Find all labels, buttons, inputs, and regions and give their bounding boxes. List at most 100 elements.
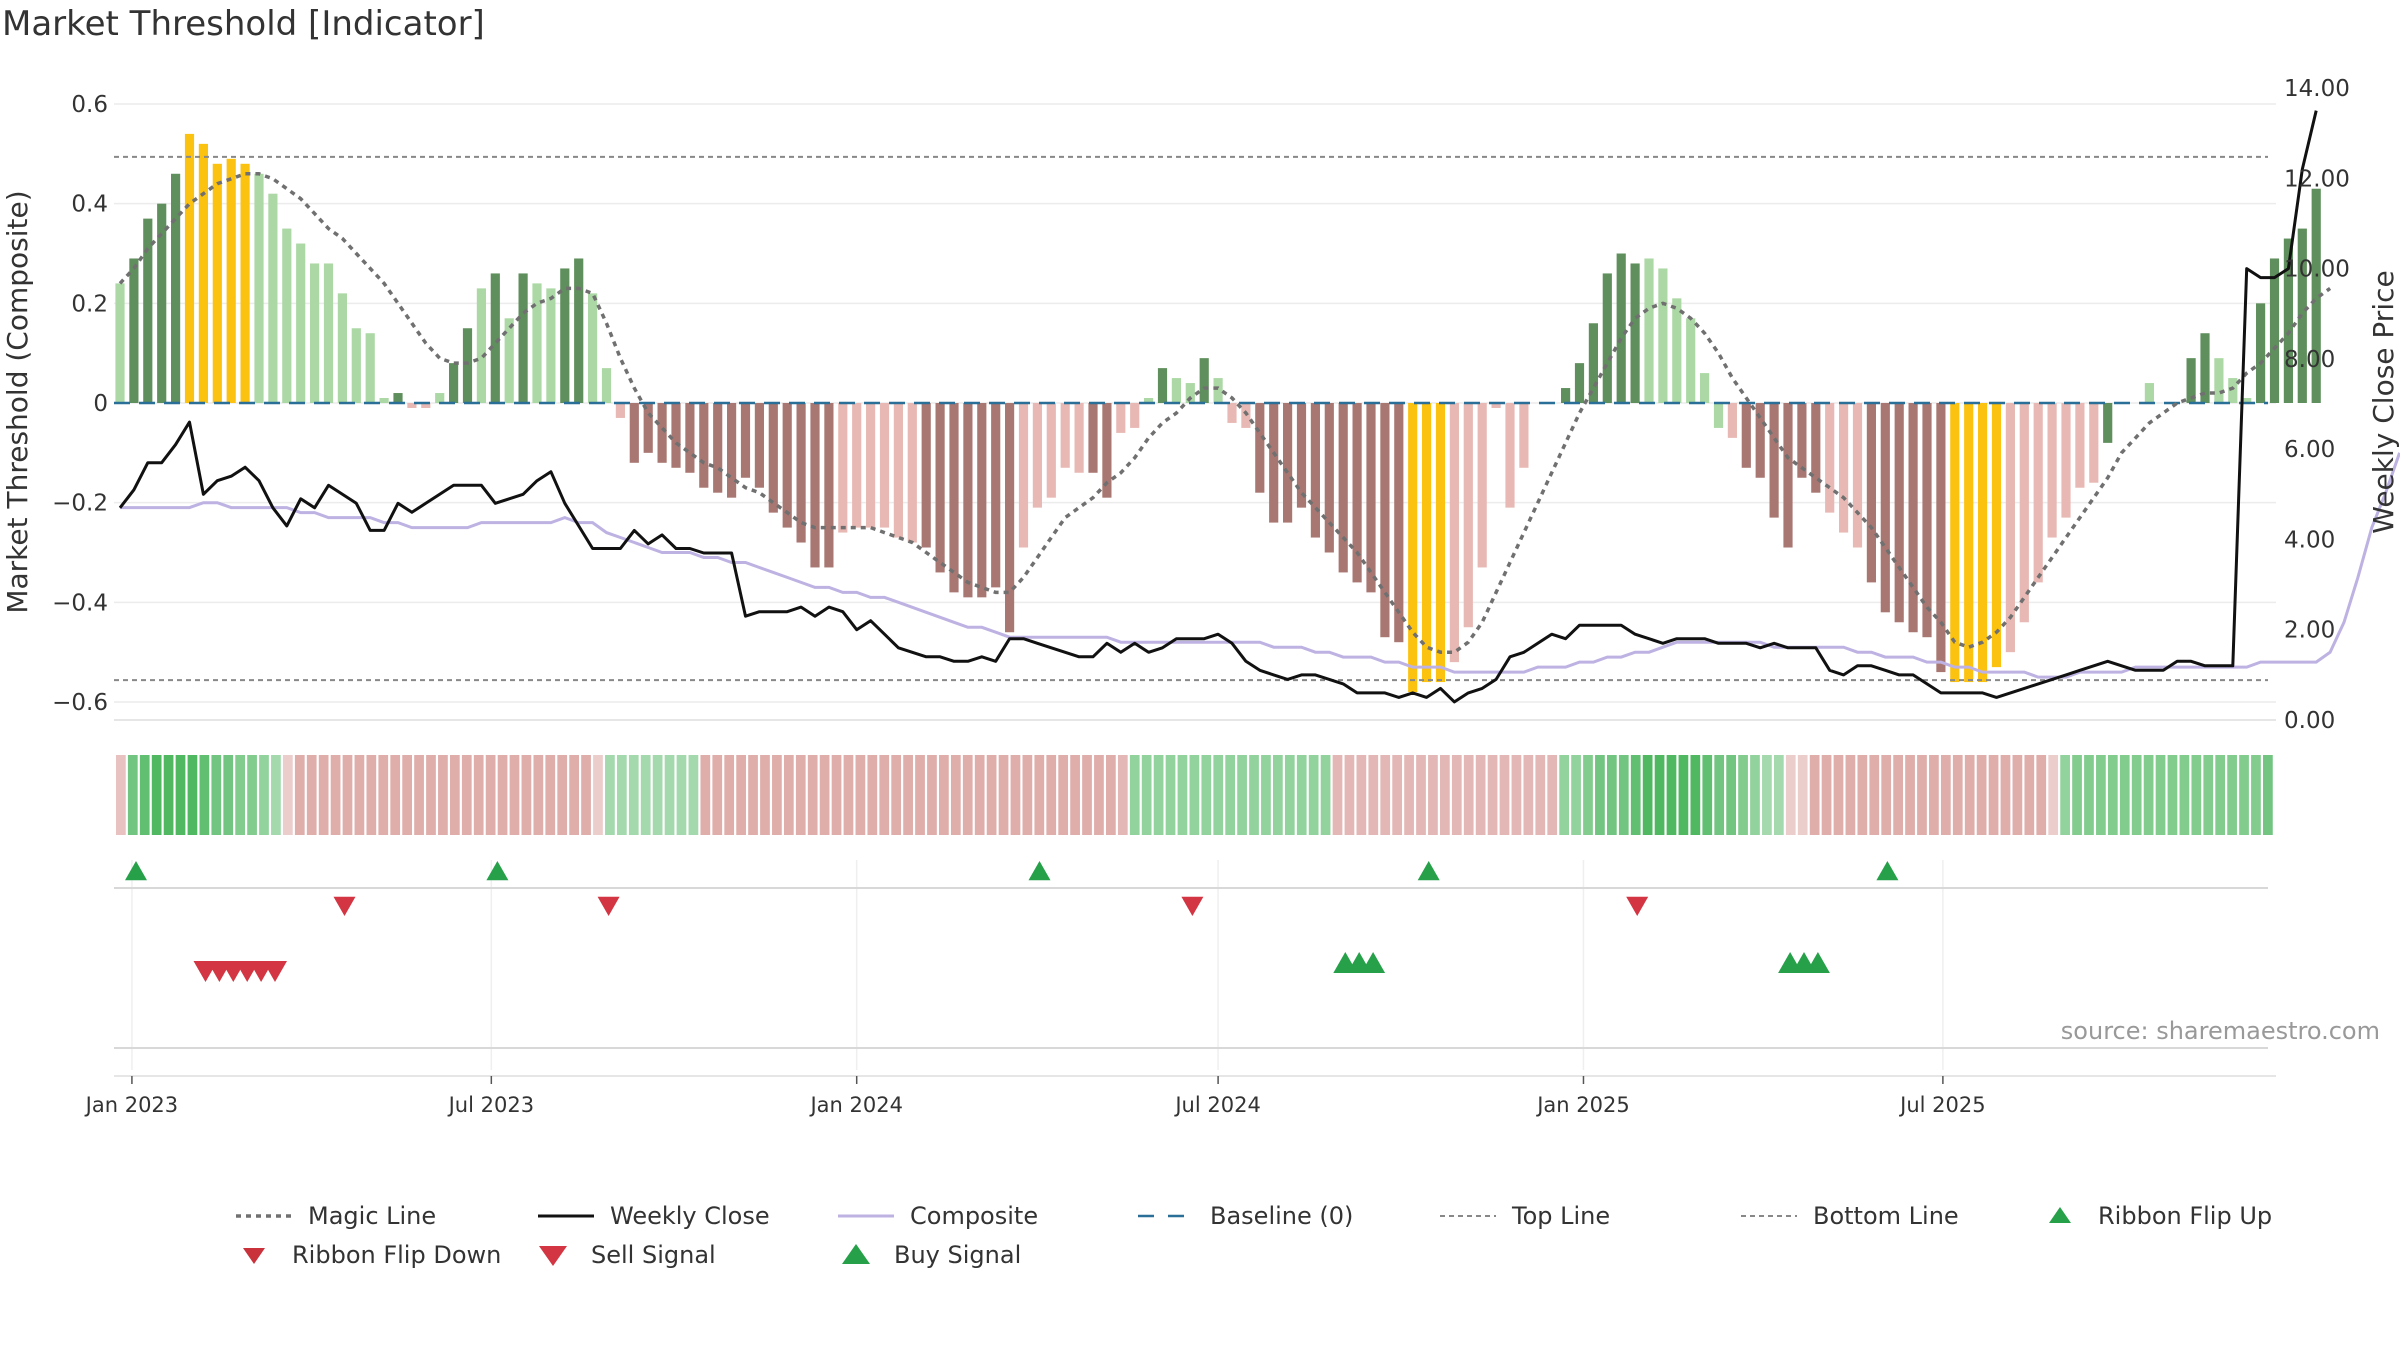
- composite-bar: [601, 368, 612, 403]
- ribbon-cell: [1237, 755, 1247, 835]
- ribbon-cell: [1917, 755, 1927, 835]
- ribbon-cell: [199, 755, 210, 835]
- ribbon-cell: [1153, 755, 1164, 835]
- ribbon-cell: [1881, 755, 1892, 835]
- ribbon-cell: [271, 755, 281, 835]
- composite-bar: [1894, 403, 1904, 623]
- composite-bar: [2242, 398, 2252, 403]
- composite-bar: [1491, 403, 1501, 408]
- ribbon-cell: [211, 755, 222, 835]
- composite-bar: [2047, 403, 2057, 538]
- composite-bar: [1950, 403, 1960, 683]
- ribbon-cell: [736, 755, 746, 835]
- ribbon-cell: [760, 755, 770, 835]
- ribbon-cell: [175, 755, 186, 835]
- x-tick-label: Jul 2024: [1173, 1093, 1260, 1117]
- ribbon-cell: [318, 755, 329, 835]
- composite-bar: [1922, 403, 1932, 638]
- ribbon-cell: [1451, 755, 1462, 835]
- ribbon-cell: [1845, 755, 1856, 835]
- composite-bar: [2269, 258, 2280, 403]
- x-tick-label: Jul 2025: [1898, 1093, 1985, 1117]
- composite-bar: [1324, 403, 1334, 553]
- composite-bar: [629, 403, 639, 463]
- ribbon-flip-up-marker: [486, 861, 509, 881]
- composite-bar: [560, 268, 570, 403]
- composite-bar: [310, 263, 320, 403]
- composite-bar: [198, 143, 208, 403]
- composite-bar: [1227, 403, 1237, 423]
- composite-bar: [615, 403, 625, 418]
- ribbon-cell: [1380, 755, 1391, 835]
- ribbon-cell: [2191, 755, 2202, 835]
- composite-bar: [1588, 323, 1598, 403]
- ribbon-cell: [1332, 755, 1343, 835]
- ribbon-cell: [1296, 755, 1307, 835]
- ribbon-cell: [688, 755, 699, 835]
- ribbon-cell: [557, 755, 568, 835]
- ribbon-cell: [1344, 755, 1355, 835]
- legend-label: Composite: [910, 1202, 1038, 1230]
- x-tick-label: Jan 2024: [808, 1093, 903, 1117]
- composite-bar: [2019, 403, 2029, 623]
- composite-bar: [1171, 378, 1181, 403]
- ribbon-cell: [282, 755, 293, 835]
- ribbon-cell: [1690, 755, 1701, 835]
- ribbon-cell: [2227, 755, 2237, 835]
- ribbon-cell: [1439, 755, 1450, 835]
- ribbon-flip-down-marker: [1181, 896, 1204, 916]
- composite-bar: [1519, 403, 1529, 468]
- ribbon-cell: [1368, 755, 1379, 835]
- y-tick-label: 0.6: [71, 92, 108, 118]
- ribbon-cell: [1678, 755, 1689, 835]
- composite-bar: [462, 328, 473, 403]
- ribbon-cell: [616, 755, 627, 835]
- ribbon-cell: [1654, 755, 1665, 835]
- y2-tick-label: 4.00: [2284, 527, 2335, 553]
- composite-bar: [546, 288, 556, 403]
- x-tick-label: Jul 2023: [447, 1093, 534, 1117]
- composite-bar: [727, 403, 737, 498]
- y-tick-label: 0.4: [71, 192, 108, 218]
- ribbon-cell: [2155, 755, 2166, 835]
- ribbon-cell: [533, 755, 544, 835]
- sell-signal-marker: [263, 961, 287, 982]
- ribbon-flip-up-marker: [125, 861, 147, 881]
- composite-bar: [1672, 298, 1682, 403]
- ribbon-flip-up-marker: [1417, 861, 1440, 881]
- composite-bar: [476, 288, 486, 403]
- ribbon-cell: [2024, 755, 2035, 835]
- composite-bar: [268, 193, 278, 403]
- ribbon: [116, 755, 2273, 835]
- ribbon-cell: [1511, 755, 1522, 835]
- composite-bar: [1116, 403, 1126, 433]
- composite-bar: [866, 403, 876, 528]
- ribbon-cell: [974, 755, 985, 835]
- composite-bar: [337, 293, 347, 403]
- composite-bar: [740, 403, 751, 478]
- ribbon-cell: [438, 755, 448, 835]
- legend-label: Sell Signal: [591, 1241, 716, 1269]
- composite-bar: [1463, 403, 1473, 628]
- legend-label: Buy Signal: [894, 1241, 1021, 1269]
- composite-bar: [365, 333, 375, 403]
- ribbon-cell: [223, 755, 234, 835]
- composite-bar: [1310, 403, 1320, 538]
- ribbon-cell: [1225, 755, 1236, 835]
- ribbon-cell: [605, 755, 615, 835]
- composite-bar: [2103, 403, 2113, 443]
- ribbon-cell: [1630, 755, 1641, 835]
- ribbon-cell: [807, 755, 818, 835]
- ribbon-cell: [473, 755, 484, 835]
- composite-bar: [1574, 363, 1585, 403]
- ribbon-cell: [1058, 755, 1069, 835]
- ribbon-cell: [2084, 755, 2094, 835]
- legend-swatch-buy: [842, 1244, 870, 1264]
- composite-bar: [157, 203, 167, 403]
- ribbon-flip-up-marker: [1876, 861, 1899, 881]
- composite-bar: [1477, 403, 1487, 568]
- ribbon-cell: [1773, 755, 1784, 835]
- composite-bar: [1741, 403, 1751, 468]
- ribbon-cell: [127, 755, 138, 835]
